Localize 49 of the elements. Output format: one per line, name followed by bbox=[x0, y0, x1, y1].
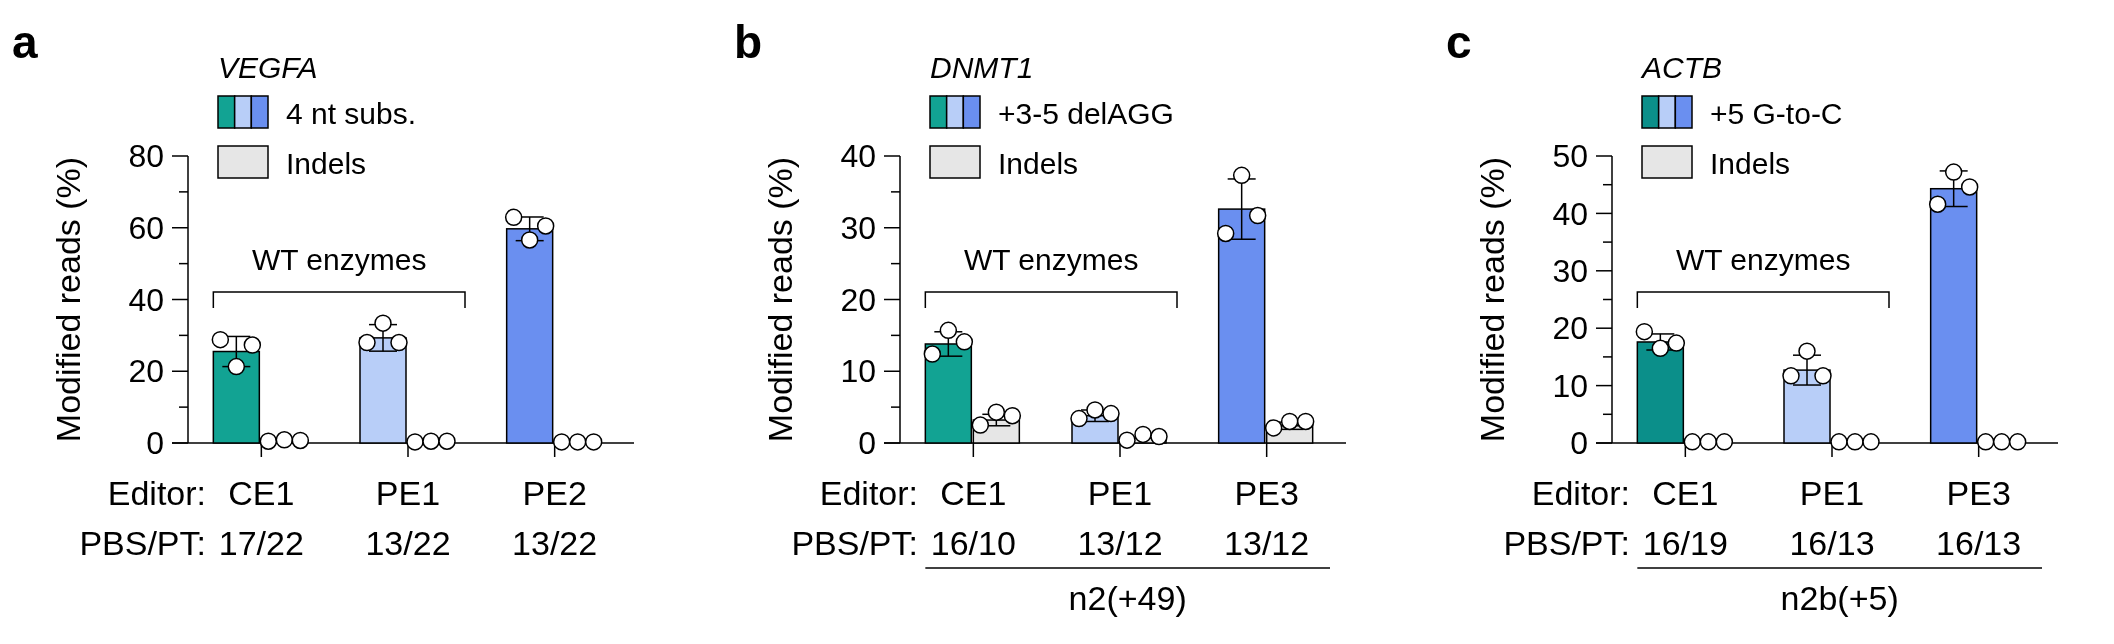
text: PBS/PT: bbox=[79, 524, 206, 562]
x-tick-label: CE1 17/22 bbox=[218, 474, 304, 562]
text: PBS/PT: bbox=[791, 524, 918, 562]
legend-title: DNMT1 bbox=[930, 51, 1034, 84]
legend-title: VEGFA bbox=[218, 51, 318, 84]
y-tick-label: 40 bbox=[1552, 195, 1588, 232]
legend-label: Indels bbox=[998, 147, 1079, 180]
annotation: WT enzymes bbox=[1675, 243, 1851, 276]
x-tick-label: CE1 16/10 bbox=[930, 474, 1016, 562]
legend-label: 4 nt subs. bbox=[286, 97, 417, 130]
y-tick-label: 20 bbox=[128, 353, 164, 390]
y-tick-label: 20 bbox=[1552, 310, 1588, 347]
legend-label: +3-5 delAGG bbox=[998, 97, 1174, 130]
y-tick-label: 0 bbox=[146, 425, 164, 462]
text: PBS/PT: bbox=[1503, 524, 1630, 562]
chart-title: c bbox=[1446, 16, 1472, 68]
y-tick-label: 0 bbox=[1570, 425, 1588, 462]
text: Editor: bbox=[107, 474, 206, 512]
y-tick-label: 30 bbox=[1552, 253, 1588, 289]
legend-label: +5 G-to-C bbox=[1710, 97, 1843, 130]
annotation: WT enzymes bbox=[963, 243, 1139, 276]
chart-title: b bbox=[734, 16, 763, 68]
text: n2b(+5) bbox=[1780, 579, 1899, 617]
x-tick-label: PE3 13/12 bbox=[1224, 474, 1310, 562]
y-tick-label: 10 bbox=[1552, 367, 1588, 404]
y-tick-label: 40 bbox=[840, 138, 876, 175]
text: Editor: bbox=[1531, 474, 1630, 512]
y-tick-label: 50 bbox=[1552, 138, 1588, 175]
legend-title: ACTB bbox=[1640, 51, 1723, 84]
text: Editor: bbox=[819, 474, 918, 512]
y-tick-label: 40 bbox=[128, 281, 164, 318]
x-tick-label: PE1 13/22 bbox=[365, 474, 451, 562]
y-tick-label: 60 bbox=[128, 209, 164, 246]
y-tick-label: 80 bbox=[128, 138, 164, 175]
x-tick-label: CE1 16/19 bbox=[1642, 474, 1728, 562]
y-tick-label: 30 bbox=[840, 209, 876, 246]
x-tick-label: PE3 16/13 bbox=[1936, 474, 2022, 562]
legend-label: Indels bbox=[1710, 147, 1791, 180]
annotation: WT enzymes bbox=[251, 243, 427, 276]
y-axis-title: Modified reads (%) bbox=[1473, 156, 1511, 443]
y-tick-label: 10 bbox=[840, 353, 876, 390]
y-tick-label: 0 bbox=[858, 425, 876, 462]
y-axis-title: Modified reads (%) bbox=[49, 156, 87, 443]
text: n2(+49) bbox=[1068, 579, 1187, 617]
y-axis-title: Modified reads (%) bbox=[761, 156, 799, 443]
y-tick-label: 20 bbox=[840, 281, 876, 318]
x-tick-label: PE2 13/22 bbox=[512, 474, 598, 562]
chart-title: a bbox=[12, 16, 38, 68]
legend-label: Indels bbox=[286, 147, 367, 180]
